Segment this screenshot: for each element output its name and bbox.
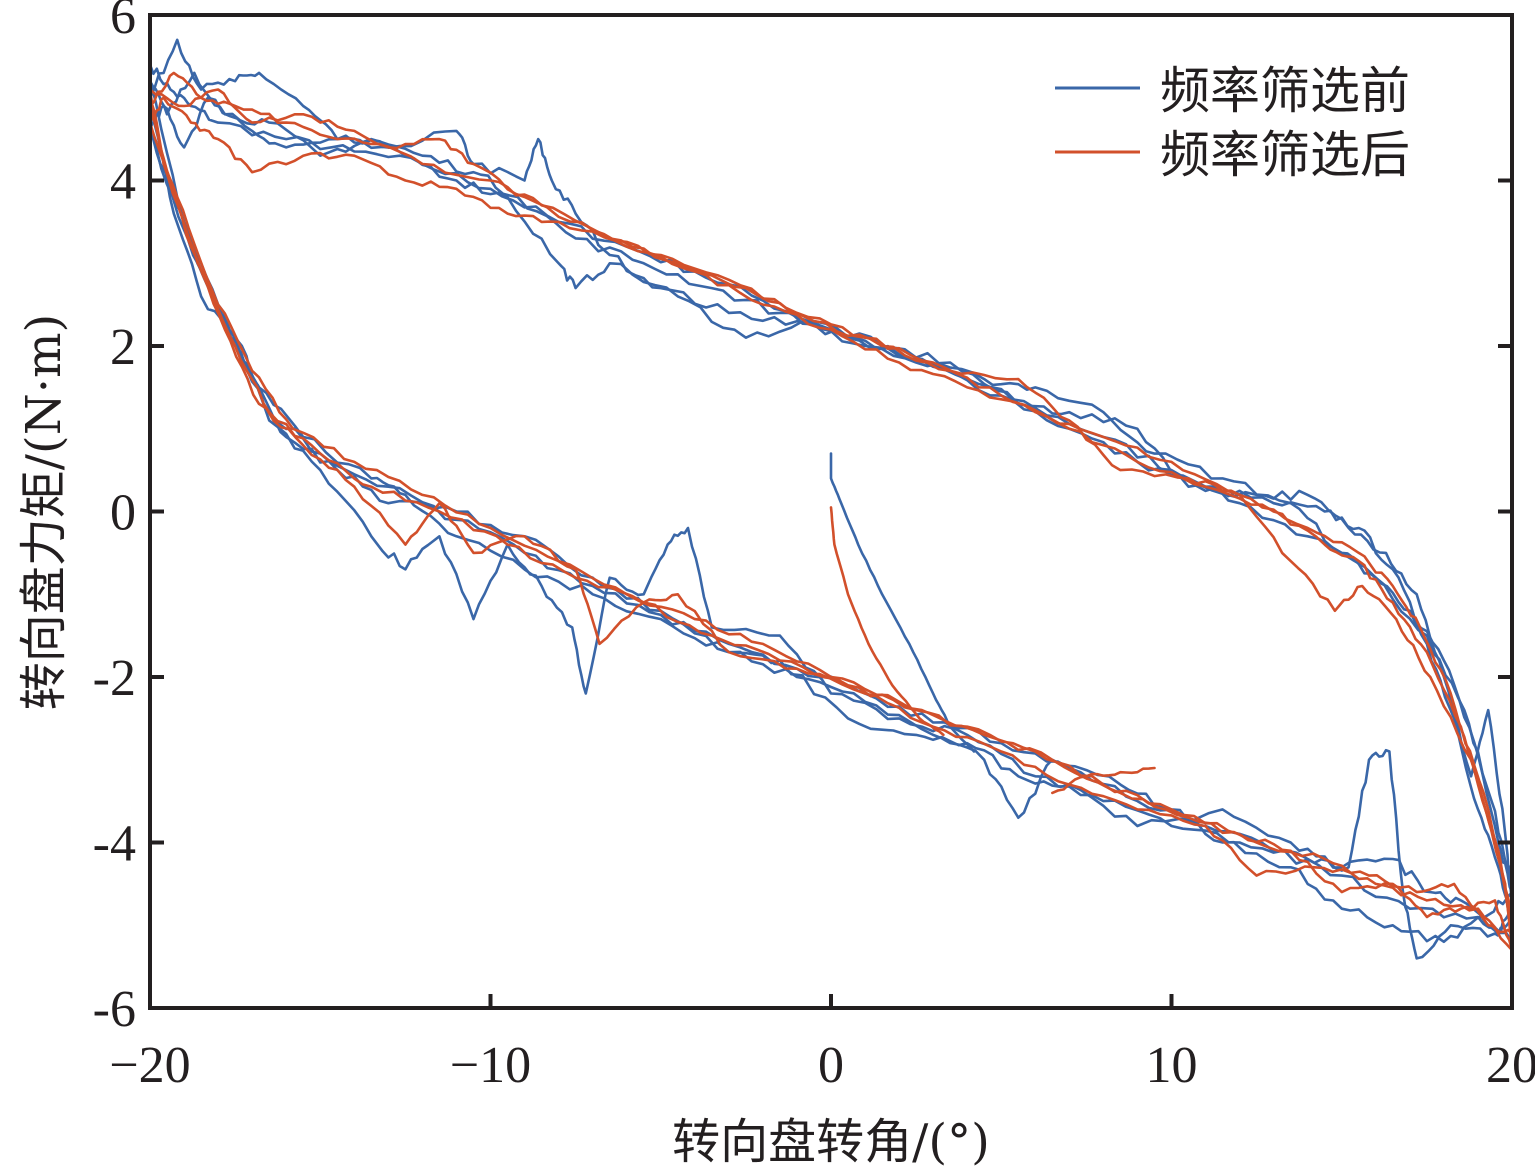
y-tick-label: 6 bbox=[110, 0, 136, 45]
x-tick-label: 10 bbox=[1146, 1037, 1198, 1094]
y-tick-label: 4 bbox=[110, 154, 136, 211]
x-tick-label: −20 bbox=[109, 1037, 190, 1094]
x-tick-label: 20 bbox=[1486, 1037, 1535, 1094]
y-tick-label: 2 bbox=[110, 319, 136, 376]
y-tick-label: 0 bbox=[110, 485, 136, 542]
series-after-start-curve bbox=[829, 506, 945, 737]
legend-label-after: 频率筛选后 bbox=[1160, 126, 1410, 184]
legend-label-before: 频率筛选前 bbox=[1160, 62, 1410, 120]
series-before-cycle-1 bbox=[150, 63, 1512, 944]
series-before-start-curve bbox=[829, 452, 976, 753]
series-before-cycle-3 bbox=[150, 96, 1512, 935]
y-tick-label: -4 bbox=[93, 816, 136, 873]
y-axis-title: 转向盘力矩/(N·m) bbox=[16, 314, 72, 710]
legend: 频率筛选前 频率筛选后 bbox=[1055, 62, 1410, 184]
series-after-cycle-1 bbox=[150, 71, 1512, 952]
series-after-cycle-3 bbox=[150, 96, 1512, 952]
series-after-end-tail bbox=[1051, 766, 1156, 795]
series-before-cycle-2 bbox=[150, 38, 1512, 960]
series-after-cycle-2 bbox=[150, 88, 1512, 935]
x-axis-title: 转向盘转角/(°) bbox=[672, 1114, 990, 1170]
y-tick-label: -6 bbox=[93, 981, 136, 1038]
ticks-layer bbox=[148, 13, 1514, 1010]
y-tick-label: -2 bbox=[93, 650, 136, 707]
x-tick-label: 0 bbox=[818, 1037, 844, 1094]
x-tick-label: −10 bbox=[450, 1037, 531, 1094]
